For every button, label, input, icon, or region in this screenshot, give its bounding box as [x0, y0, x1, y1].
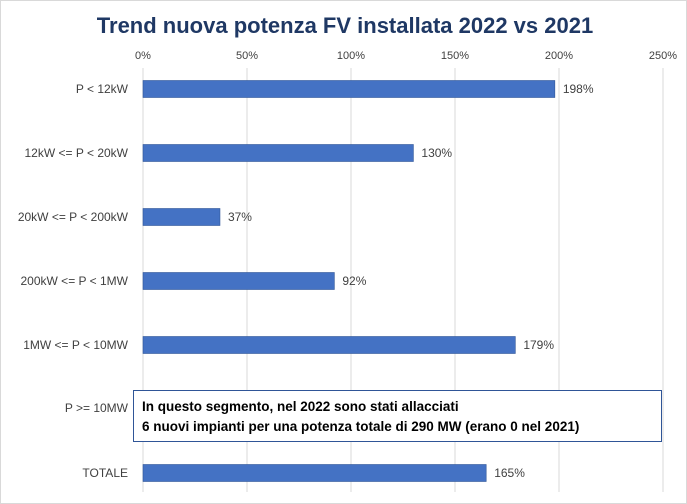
category-label: 1MW <= P < 10MW	[23, 338, 128, 352]
category-label: P < 12kW	[76, 82, 129, 96]
bar	[142, 336, 516, 354]
data-label: 198%	[563, 82, 594, 96]
bar	[142, 272, 335, 290]
category-labels: P < 12kW 12kW <= P < 20kW 20kW <= P < 200k…	[18, 82, 129, 480]
category-label: 200kW <= P < 1MW	[21, 274, 129, 288]
x-tick-label: 200%	[545, 50, 573, 62]
bars	[142, 80, 556, 482]
category-label: TOTALE	[82, 466, 128, 480]
data-label: 92%	[342, 274, 366, 288]
bar	[142, 144, 414, 162]
chart-title: Trend nuova potenza FV installata 2022 v…	[97, 13, 593, 38]
data-label: 130%	[421, 146, 452, 160]
x-tick-label: 100%	[337, 50, 365, 62]
data-labels: 198% 130% 37% 92% 179% 165%	[228, 82, 594, 480]
data-label: 37%	[228, 210, 252, 224]
x-tick-label: 250%	[649, 50, 677, 62]
x-tick-label: 0%	[135, 50, 151, 62]
bar	[142, 464, 487, 482]
annotation-line-2: 6 nuovi impianti per una potenza totale …	[142, 419, 580, 434]
category-label: 20kW <= P < 200kW	[18, 210, 129, 224]
x-tick-label: 50%	[236, 50, 258, 62]
x-tick-label: 150%	[441, 50, 469, 62]
data-label: 165%	[494, 466, 525, 480]
bar	[142, 80, 556, 98]
category-label: 12kW <= P < 20kW	[25, 146, 129, 160]
annotation-line-1: In questo segmento, nel 2022 sono stati …	[142, 399, 459, 414]
x-axis-ticks: 0% 50% 100% 150% 200% 250%	[135, 50, 677, 62]
category-label: P >= 10MW	[65, 401, 129, 415]
data-label: 179%	[523, 338, 554, 352]
bar	[142, 208, 221, 226]
annotation-box: In questo segmento, nel 2022 sono stati …	[133, 390, 662, 442]
